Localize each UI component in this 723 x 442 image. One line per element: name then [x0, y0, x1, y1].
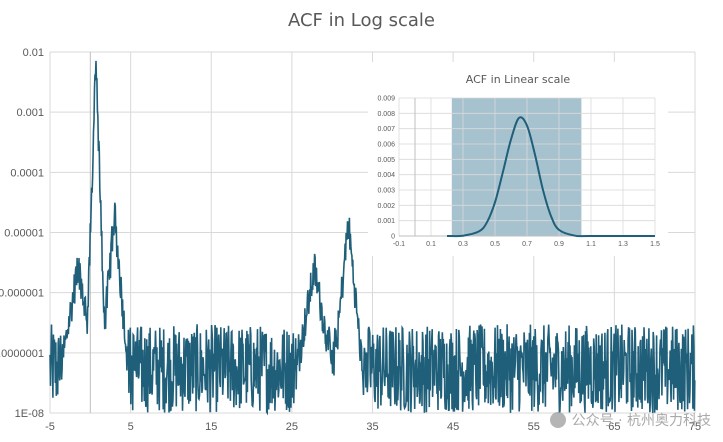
inset-linear-chart: 0 0.001 0.002 0.003 0.004 0.005 0.006 0.007 0.00… [368, 62, 668, 256]
inset-x-tick-label: 0.1 [426, 241, 436, 248]
inset-y-tick-label: 0.002 [377, 203, 395, 210]
inset-y-tick-label: 0.008 [377, 111, 395, 118]
inset-y-tick-label: 0.005 [377, 157, 395, 164]
inset-x-tick-label: 0.9 [554, 241, 564, 248]
acf-linear-series-line [446, 116, 656, 238]
y-tick-label: 0.0000001 [0, 348, 44, 360]
x-tick-label: 55 [528, 421, 540, 433]
inset-y-tick-label: 0.006 [377, 142, 395, 149]
inset-x-tick-label: 0.5 [490, 241, 500, 248]
x-tick-label: 5 [128, 421, 134, 433]
y-tick-label: 0.000001 [0, 288, 44, 300]
acf-log-series-line [49, 60, 696, 416]
watermark: 公众号 · 杭州奥力科技 [549, 410, 711, 430]
inset-y-tick-label: 0.001 [377, 218, 395, 225]
inset-x-tick-label: 1.1 [586, 241, 596, 248]
inset-y-tick-label: 0.007 [377, 126, 395, 133]
inset-x-tick-label: 0.3 [458, 241, 468, 248]
chart-title: ACF in Log scale [287, 10, 436, 31]
inset-x-tick-label: 1.3 [618, 241, 628, 248]
watermark-text: 公众号 · 杭州奥力科技 [571, 413, 711, 429]
wechat-icon [549, 412, 566, 428]
x-tick-label: 65 [608, 421, 620, 433]
x-tick-label: 45 [447, 421, 459, 433]
y-tick-label: 0.001 [16, 107, 44, 119]
x-tick-label: 25 [286, 421, 298, 433]
inset-chart-canvas: 0 0.001 0.002 0.003 0.004 0.005 0.006 0.007 0.00… [377, 96, 660, 249]
x-tick-label: 15 [205, 421, 217, 433]
x-tick-label: 75 [689, 421, 701, 433]
inset-y-tick-label: 0.003 [377, 188, 395, 195]
inset-x-tick-label: 0.7 [522, 241, 532, 248]
y-tick-label: 0.00001 [4, 228, 44, 240]
y-tick-label: 0.01 [23, 47, 44, 59]
inset-y-tick-label: 0.009 [377, 96, 395, 103]
y-tick-label: 0.0001 [10, 167, 44, 179]
x-tick-label: 35 [366, 421, 378, 433]
shaded-region [451, 98, 582, 236]
inset-chart-title: ACF in Linear scale [465, 73, 571, 86]
inset-y-tick-label: 0 [391, 234, 395, 241]
inset-x-tick-label: -0.1 [393, 241, 405, 248]
inset-y-tick-label: 0.004 [377, 172, 395, 179]
inset-x-tick-label: 1.5 [650, 241, 660, 248]
x-tick-label: -5 [45, 421, 55, 433]
y-tick-label: 1E-08 [15, 408, 44, 420]
